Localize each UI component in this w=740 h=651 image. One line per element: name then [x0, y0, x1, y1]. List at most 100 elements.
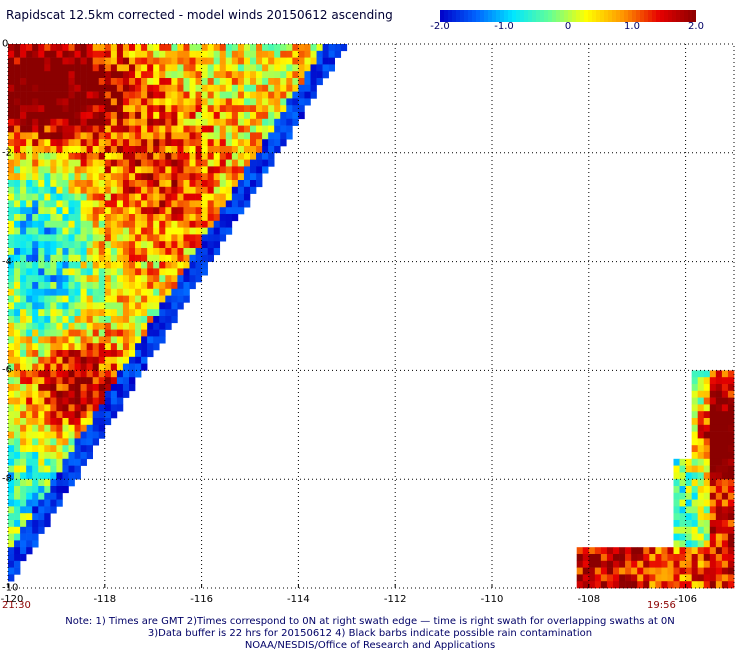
heatmap-cell	[219, 200, 227, 208]
heatmap-cell	[721, 452, 729, 460]
colorbar-swatch	[476, 10, 481, 22]
heatmap-cell	[129, 384, 136, 392]
heatmap-cell	[56, 343, 63, 351]
heatmap-cell	[80, 50, 87, 58]
heatmap-cell	[183, 78, 190, 86]
heatmap-cell	[727, 533, 735, 541]
heatmap-cell	[171, 64, 178, 72]
heatmap-cell	[316, 71, 323, 79]
heatmap-cell	[122, 105, 130, 113]
heatmap-cell	[715, 581, 723, 589]
heatmap-cell	[727, 384, 735, 392]
heatmap-cell	[20, 302, 27, 310]
heatmap-cell	[14, 438, 21, 446]
heatmap-cell	[14, 254, 21, 262]
heatmap-cell	[256, 112, 263, 120]
heatmap-cell	[703, 472, 711, 480]
heatmap-cell	[177, 44, 184, 52]
heatmap-cell	[92, 180, 100, 188]
heatmap-cell	[304, 57, 311, 65]
heatmap-cell	[8, 288, 15, 296]
heatmap-cell	[262, 84, 269, 92]
heatmap-cell	[262, 166, 269, 174]
heatmap-cell	[104, 50, 112, 58]
heatmap-cell	[74, 112, 81, 120]
heatmap-cell	[38, 404, 45, 412]
heatmap-cell	[26, 513, 33, 521]
heatmap-cell	[116, 275, 124, 283]
heatmap-cell	[86, 275, 93, 283]
heatmap-cell	[721, 520, 729, 528]
heatmap-cell	[86, 139, 93, 147]
heatmap-cell	[62, 377, 69, 385]
heatmap-cell	[32, 309, 39, 317]
heatmap-cell	[250, 98, 257, 106]
heatmap-cell	[625, 574, 632, 582]
heatmap-cell	[68, 363, 75, 371]
heatmap-cell	[727, 513, 735, 521]
heatmap-cell	[32, 207, 39, 215]
heatmap-cell	[661, 574, 668, 582]
heatmap-cell	[274, 132, 281, 140]
heatmap-cell	[201, 132, 208, 140]
heatmap-cell	[195, 112, 202, 120]
heatmap-cell	[104, 377, 112, 385]
heatmap-cell	[74, 316, 81, 324]
heatmap-cell	[231, 166, 239, 174]
heatmap-cell	[147, 275, 154, 283]
heatmap-cell	[256, 152, 263, 160]
heatmap-cell	[721, 567, 729, 575]
heatmap-cell	[153, 193, 160, 201]
heatmap-cell	[32, 520, 39, 528]
heatmap-cell	[20, 180, 27, 188]
heatmap-cell	[243, 78, 251, 86]
heatmap-cell	[147, 254, 154, 262]
heatmap-cell	[147, 350, 154, 358]
heatmap-cell	[280, 78, 287, 86]
heatmap-cell	[122, 44, 130, 52]
heatmap-cell	[195, 193, 202, 201]
heatmap-cell	[26, 125, 33, 133]
heatmap-cell	[292, 71, 299, 79]
heatmap-cell	[165, 275, 172, 283]
heatmap-cell	[691, 384, 698, 392]
heatmap-cell	[92, 234, 100, 242]
heatmap-cell	[38, 186, 45, 194]
heatmap-cell	[116, 248, 124, 256]
heatmap-cell	[171, 227, 178, 235]
heatmap-cell	[268, 146, 275, 154]
heatmap-cell	[213, 118, 221, 126]
heatmap-cell	[68, 418, 75, 426]
heatmap-cell	[304, 91, 311, 99]
heatmap-cell	[8, 520, 15, 528]
heatmap-cell	[147, 193, 154, 201]
heatmap-cell	[159, 180, 166, 188]
heatmap-cell	[129, 112, 136, 120]
heatmap-cell	[703, 492, 711, 500]
heatmap-cell	[727, 452, 735, 460]
heatmap-cell	[20, 98, 27, 106]
heatmap-cell	[62, 234, 69, 242]
heatmap-cell	[68, 343, 75, 351]
heatmap-cell	[104, 390, 112, 398]
heatmap-cell	[141, 282, 148, 290]
heatmap-cell	[643, 581, 650, 589]
heatmap-cell	[122, 241, 130, 249]
heatmap-cell	[171, 71, 178, 79]
heatmap-cell	[274, 105, 281, 113]
heatmap-cell	[14, 404, 21, 412]
heatmap-cell	[50, 234, 57, 242]
heatmap-cell	[304, 64, 311, 72]
heatmap-cell	[213, 139, 221, 147]
heatmap-cell	[38, 166, 45, 174]
colorbar-swatch	[692, 10, 696, 22]
heatmap-cell	[26, 390, 33, 398]
heatmap-cell	[8, 506, 15, 514]
heatmap-cell	[14, 112, 21, 120]
heatmap-cell	[122, 118, 130, 126]
heatmap-cell	[322, 71, 329, 79]
heatmap-cell	[50, 139, 57, 147]
heatmap-cell	[141, 295, 148, 303]
heatmap-cell	[86, 105, 93, 113]
heatmap-cell	[219, 84, 227, 92]
